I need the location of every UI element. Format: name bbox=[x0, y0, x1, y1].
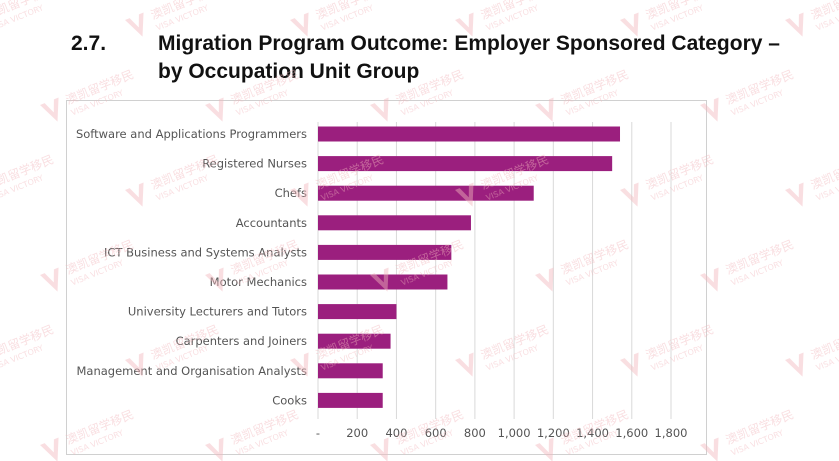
bars bbox=[318, 126, 621, 408]
bar bbox=[318, 363, 383, 379]
x-tick-label: 1,800 bbox=[655, 426, 688, 440]
x-tick-label: 1,600 bbox=[615, 426, 648, 440]
x-tick-label: - bbox=[316, 426, 320, 440]
bar bbox=[318, 126, 621, 142]
bar bbox=[318, 392, 383, 408]
x-tick-label: 200 bbox=[346, 426, 368, 440]
bar bbox=[318, 304, 397, 320]
category-label: Motor Mechanics bbox=[210, 275, 307, 289]
x-tick-label: 600 bbox=[425, 426, 447, 440]
category-label: Cooks bbox=[272, 393, 307, 407]
x-tick-labels: - 200 400 600 800 1,000 1,200 1,400 1,600 1,800 bbox=[316, 426, 688, 440]
bar bbox=[318, 274, 448, 290]
bar bbox=[318, 333, 391, 349]
category-label: ICT Business and Systems Analysts bbox=[104, 245, 307, 259]
category-label: Accountants bbox=[236, 216, 307, 230]
category-label: Chefs bbox=[275, 186, 307, 200]
section-number: 2.7. bbox=[71, 32, 107, 55]
section-title-line2: by Occupation Unit Group bbox=[158, 60, 420, 83]
category-labels: Software and Applications Programmers Reg… bbox=[76, 127, 307, 407]
x-tick-label: 400 bbox=[385, 426, 407, 440]
bar bbox=[318, 244, 452, 260]
category-label: Management and Organisation Analysts bbox=[76, 364, 307, 378]
bar bbox=[318, 185, 534, 201]
category-label: Software and Applications Programmers bbox=[76, 127, 307, 141]
x-tick-label: 1,200 bbox=[537, 426, 570, 440]
bar bbox=[318, 215, 471, 231]
category-label: University Lecturers and Tutors bbox=[128, 305, 307, 319]
x-tick-label: 1,400 bbox=[576, 426, 609, 440]
section-title-line1: Migration Program Outcome: Employer Spon… bbox=[158, 32, 780, 55]
category-label: Registered Nurses bbox=[202, 157, 307, 171]
x-tick-label: 1,000 bbox=[498, 426, 531, 440]
bar bbox=[318, 156, 613, 172]
x-tick-label: 800 bbox=[464, 426, 486, 440]
category-label: Carpenters and Joiners bbox=[176, 334, 307, 348]
